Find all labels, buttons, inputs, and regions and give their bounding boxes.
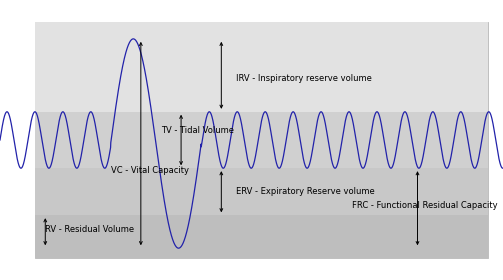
FancyBboxPatch shape <box>35 22 488 258</box>
Text: FRC - Functional Residual Capacity: FRC - Functional Residual Capacity <box>352 201 498 210</box>
Text: VC - Vital Capacity: VC - Vital Capacity <box>111 166 189 175</box>
Text: IRV - Inspiratory reserve volume: IRV - Inspiratory reserve volume <box>236 74 372 83</box>
Bar <box>35 215 488 258</box>
Bar <box>35 168 488 215</box>
Bar <box>35 112 488 168</box>
Text: ERV - Expiratory Reserve volume: ERV - Expiratory Reserve volume <box>236 187 375 196</box>
Bar <box>35 22 488 112</box>
Text: TV - Tidal Volume: TV - Tidal Volume <box>161 126 234 135</box>
Text: RV - Residual Volume: RV - Residual Volume <box>45 225 134 234</box>
